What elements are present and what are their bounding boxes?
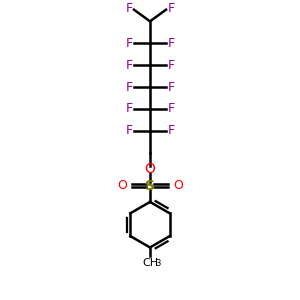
- Text: O: O: [145, 162, 155, 176]
- Text: 3: 3: [155, 259, 160, 268]
- Text: F: F: [167, 58, 175, 72]
- Text: F: F: [167, 37, 175, 50]
- Text: F: F: [125, 80, 133, 94]
- Text: F: F: [167, 80, 175, 94]
- Text: F: F: [167, 124, 175, 137]
- Text: S: S: [145, 178, 155, 193]
- Text: CH: CH: [142, 258, 158, 268]
- Text: O: O: [173, 179, 183, 192]
- Text: F: F: [125, 2, 133, 15]
- Text: F: F: [125, 124, 133, 137]
- Text: F: F: [167, 2, 175, 15]
- Text: F: F: [125, 102, 133, 116]
- Text: F: F: [167, 102, 175, 116]
- Text: F: F: [125, 37, 133, 50]
- Text: O: O: [117, 179, 127, 192]
- Text: F: F: [125, 58, 133, 72]
